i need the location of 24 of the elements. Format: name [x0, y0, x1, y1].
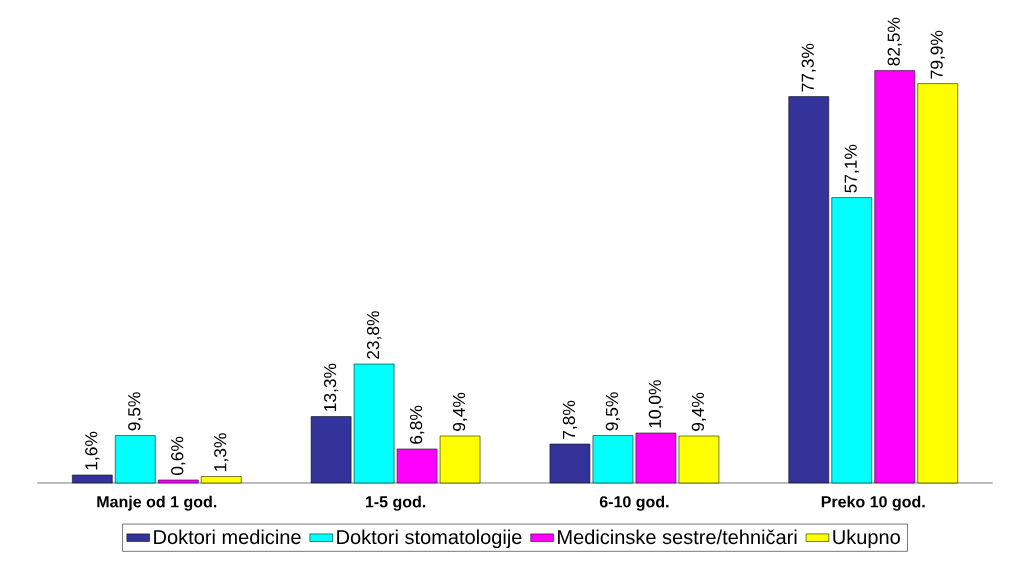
data-label: 0,6% [171, 436, 186, 476]
data-label: 1,6% [85, 431, 100, 470]
data-label: 9,4% [452, 392, 468, 432]
data-label: 13,3% [323, 363, 339, 412]
data-label: 1,3% [214, 433, 229, 472]
legend-label: Doktori stomatologije [337, 529, 522, 549]
data-label: 82,5% [887, 17, 902, 66]
data-label: 9,5% [605, 392, 621, 431]
legend-label: Medicinske sestre/tehničari [558, 529, 797, 545]
x-tick-label: Manje od 1 god. [97, 495, 217, 511]
x-tick-label: 1-5 god. [365, 495, 426, 511]
legend-label: Doktori medicine [154, 529, 301, 545]
data-label: 23,8% [366, 311, 382, 360]
data-label: 7,8% [562, 400, 578, 439]
x-tick-label: 6-10 god. [599, 495, 669, 511]
legend-label: Ukupno [833, 529, 900, 549]
data-label: 79,9% [930, 30, 945, 79]
data-label: 6,8% [409, 405, 425, 444]
data-label: 77,3% [801, 43, 816, 92]
data-label: 57,1% [844, 144, 859, 193]
data-label: 9,4% [691, 392, 707, 432]
data-label: 9,5% [128, 392, 143, 431]
data-label: 10,0% [648, 380, 664, 428]
x-tick-label: Preko 10 god. [821, 495, 925, 511]
